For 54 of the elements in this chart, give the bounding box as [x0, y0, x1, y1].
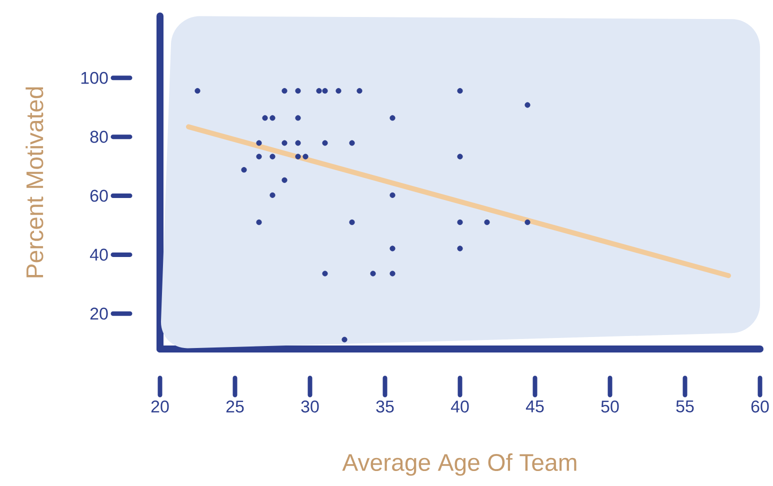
x-tick-label: 60 [751, 400, 769, 413]
point [322, 270, 328, 276]
point [484, 219, 490, 226]
point [322, 88, 328, 94]
point [457, 219, 463, 226]
point [295, 115, 301, 121]
point [322, 140, 328, 146]
point [390, 246, 396, 252]
point [457, 246, 463, 252]
point [282, 140, 288, 146]
point [295, 154, 301, 160]
x-tick-label: 25 [226, 400, 244, 413]
x-tick-label: 20 [151, 400, 169, 413]
point [457, 154, 463, 160]
y-tick-label: 80 [90, 130, 108, 143]
point [241, 167, 247, 173]
point [349, 219, 355, 226]
point [390, 192, 396, 198]
point [342, 336, 348, 342]
point [302, 154, 308, 160]
point [349, 140, 355, 146]
y-tick-label: 100 [81, 72, 108, 84]
point [295, 140, 301, 146]
point [256, 219, 262, 226]
point [524, 219, 530, 226]
point [356, 88, 362, 94]
y-tick-label: 60 [90, 190, 108, 202]
x-axis-title: Average Age Of Team [342, 453, 576, 476]
point [524, 102, 530, 108]
x-tick-label: 35 [376, 400, 394, 413]
point [370, 270, 376, 276]
point [256, 140, 262, 146]
point [194, 88, 200, 94]
x-tick-label: 30 [301, 400, 319, 413]
x-tick-label: 45 [526, 400, 544, 412]
point [295, 88, 301, 94]
x-tick-label: 55 [676, 400, 694, 412]
point [256, 154, 262, 160]
point [390, 270, 396, 276]
y-tick-label: 20 [90, 308, 108, 320]
point [262, 115, 268, 121]
point [282, 177, 288, 183]
x-tick-label: 40 [450, 400, 469, 413]
point [270, 115, 276, 121]
point [270, 154, 276, 160]
y-axis-title: Percent Motivated [26, 87, 44, 278]
x-tick-label: 50 [601, 400, 619, 413]
point [282, 88, 288, 94]
point [457, 88, 463, 94]
point [270, 192, 276, 198]
y-tick-label: 40 [90, 248, 108, 261]
point [390, 115, 396, 121]
point [316, 88, 322, 94]
point [336, 88, 342, 94]
